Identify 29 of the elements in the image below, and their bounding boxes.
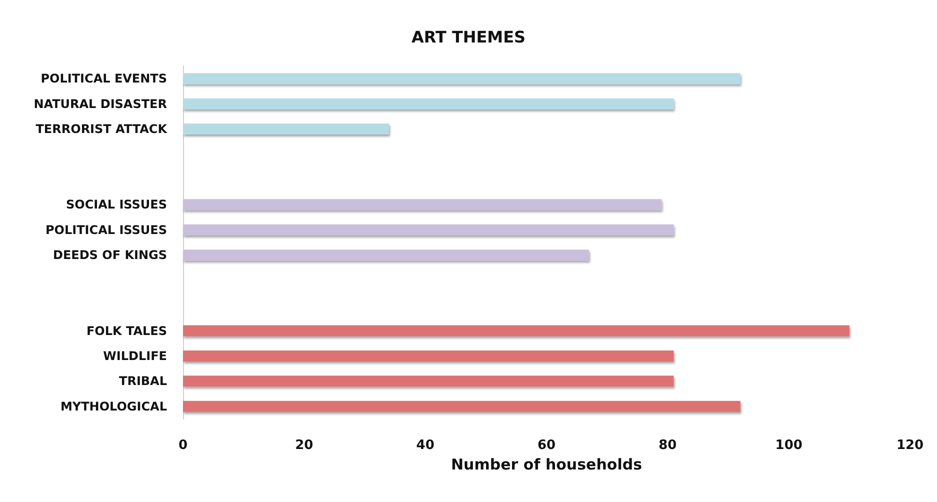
x-tick-label: 0: [178, 438, 188, 453]
y-tick-label: MYTHOLOGICAL: [60, 399, 168, 414]
y-tick-label: POLITICAL EVENTS: [40, 72, 167, 86]
bar: [183, 376, 674, 387]
bar: [183, 124, 389, 135]
x-tick-label: 120: [896, 438, 924, 453]
x-tick-label: 40: [416, 438, 434, 453]
x-tick-label: 60: [537, 438, 556, 453]
y-tick-label: NATURAL DISASTER: [34, 96, 167, 111]
x-tick-label: 100: [775, 438, 802, 453]
bar: [183, 73, 740, 84]
bar: [183, 400, 740, 412]
y-tick-label: DEEDS OF KINGS: [52, 248, 167, 262]
y-tick-label: SOCIAL ISSUES: [66, 198, 167, 212]
chart-title: ART THEMES: [411, 28, 526, 46]
bar: [183, 98, 674, 110]
bar: [183, 325, 850, 336]
x-tick-label: 20: [295, 438, 314, 453]
bar: [183, 224, 674, 236]
bar: [183, 350, 674, 362]
y-tick-label: FOLK TALES: [86, 324, 167, 338]
y-tick-label: POLITICAL ISSUES: [46, 222, 167, 237]
y-tick-label: WILDLIFE: [103, 348, 167, 363]
y-tick-label: TERRORIST ATTACK: [36, 122, 168, 136]
y-tick-label: TRIBAL: [119, 374, 168, 388]
bar: [183, 199, 662, 210]
x-axis-title: Number of households: [450, 456, 642, 474]
bar: [183, 250, 589, 261]
x-tick-label: 80: [658, 438, 677, 453]
